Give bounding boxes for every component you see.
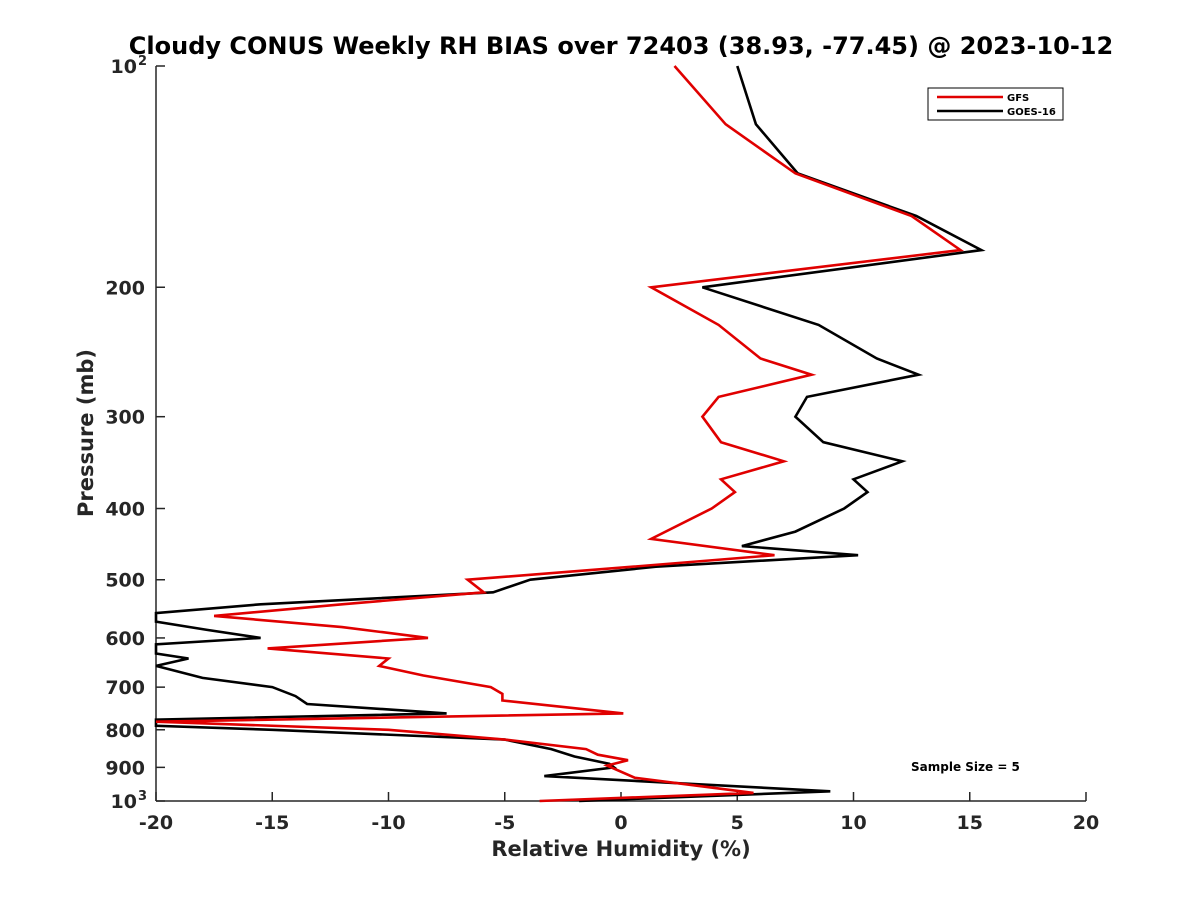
y-axis-label: Pressure (mb) <box>74 349 98 517</box>
x-tick-label: -10 <box>371 812 405 834</box>
legend: GFS GOES-16 <box>927 87 1064 121</box>
x-tick-label: -5 <box>494 812 515 834</box>
y-tick-label: 10 <box>111 791 137 813</box>
x-tick-label: -20 <box>139 812 173 834</box>
x-tick-label: 0 <box>614 812 627 834</box>
chart-title: Cloudy CONUS Weekly RH BIAS over 72403 (… <box>129 32 1113 60</box>
legend-label: GFS <box>1007 93 1029 104</box>
series-lines <box>154 65 986 803</box>
x-tick-label: 15 <box>957 812 983 834</box>
legend-box <box>927 87 1064 121</box>
legend-label: GOES-16 <box>1007 107 1056 118</box>
y-tick-label: 500 <box>105 570 145 592</box>
sample-size-annotation: Sample Size = 5 <box>911 760 1020 774</box>
x-ticks: -20 -15 -10 -5 0 5 10 15 20 <box>139 792 1099 834</box>
y-tick-label: 800 <box>105 720 145 742</box>
x-tick-label: 20 <box>1073 812 1099 834</box>
x-tick-label: 5 <box>731 812 744 834</box>
y-tick-label: 300 <box>105 407 145 429</box>
y-tick-label: 400 <box>105 499 145 521</box>
series-line-goes-16 <box>154 65 986 803</box>
y-tick-exponent: 2 <box>138 54 147 69</box>
y-tick-label: 200 <box>105 277 145 299</box>
series-line-gfs <box>155 65 965 803</box>
y-tick-exponent: 3 <box>138 789 147 804</box>
y-tick-label: 700 <box>105 677 145 699</box>
x-axis-label: Relative Humidity (%) <box>491 837 750 861</box>
x-tick-label: -15 <box>255 812 289 834</box>
y-tick-label: 600 <box>105 628 145 650</box>
y-tick-label: 10 <box>111 56 137 78</box>
y-tick-label: 900 <box>105 757 145 779</box>
x-tick-label: 10 <box>840 812 866 834</box>
